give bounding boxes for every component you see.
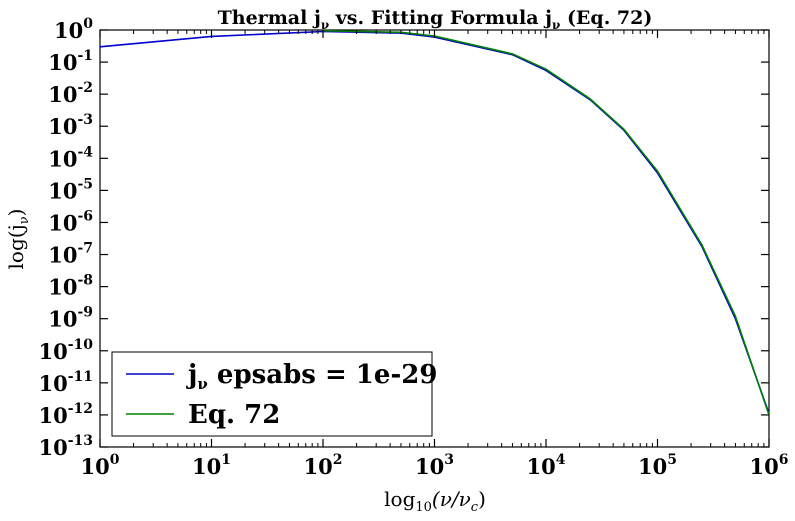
chart-title-part: Thermal j [218, 7, 321, 29]
x-tick-label: 103 [415, 452, 454, 479]
y-axis-label: log(jν) [4, 209, 32, 270]
x-axis-label: log10(ν/νc) [384, 487, 486, 515]
chart-title-subscript: ν [552, 18, 560, 32]
x-axis-label-subscript: c [471, 500, 479, 515]
x-tick-label: 106 [750, 452, 789, 479]
y-tick-label: 10-13 [38, 433, 93, 460]
y-axis-label-part: log(j [4, 224, 28, 269]
x-tick-label: 101 [192, 452, 231, 479]
chart-title-part: vs. Fitting Formula j [329, 7, 552, 29]
legend-frame [111, 351, 433, 437]
y-tick-label: 10-5 [48, 176, 93, 203]
y-tick-label: 10-12 [38, 401, 93, 428]
y-tick-label: 10-3 [48, 112, 93, 139]
x-tick-label: 102 [304, 452, 343, 479]
y-tick-label: 100 [54, 16, 93, 43]
legend-label: Eq. 72 [188, 400, 280, 430]
y-tick-label: 10-2 [48, 80, 93, 107]
y-axis-label-part: ) [4, 209, 28, 217]
y-tick-label: 10-10 [38, 337, 93, 364]
y-tick-label: 10-7 [48, 241, 93, 268]
y-tick-label: 10-1 [48, 48, 93, 75]
y-tick-label: 10-6 [48, 208, 93, 235]
x-tick-layer: 100 101 102 103 104 105 106 [81, 30, 789, 479]
x-axis-label-part: ) [478, 487, 486, 511]
x-tick-label: 105 [638, 452, 677, 479]
y-tick-layer: 100 10-1 10-2 10-3 10-4 10-5 10-6 10-7 10-8 10-9 1… [38, 16, 769, 460]
y-tick-label: 10-9 [48, 305, 93, 332]
y-tick-label: 10-4 [48, 144, 93, 171]
y-tick-label: 10-11 [38, 369, 93, 396]
chart-title: Thermal jν vs. Fitting Formula jν (Eq. 7… [218, 7, 653, 32]
legend: jν epsabs = 1e-29 Eq. 72 [111, 351, 437, 437]
y-tick-label: 10-8 [48, 273, 93, 300]
x-axis-label-subscript: 10 [415, 500, 432, 515]
y-axis-label-subscript: ν [17, 216, 32, 224]
x-tick-label: 100 [81, 452, 120, 479]
x-tick-label: 104 [527, 452, 566, 479]
chart-title-part: (Eq. 72) [560, 7, 652, 29]
legend-label: jν epsabs = 1e-29 [186, 360, 437, 393]
chart-title-subscript: ν [321, 18, 329, 32]
x-axis-label-part: (ν/ν [432, 487, 471, 511]
series-line-2 [322, 29, 770, 416]
x-axis-label-part: log [384, 487, 415, 511]
